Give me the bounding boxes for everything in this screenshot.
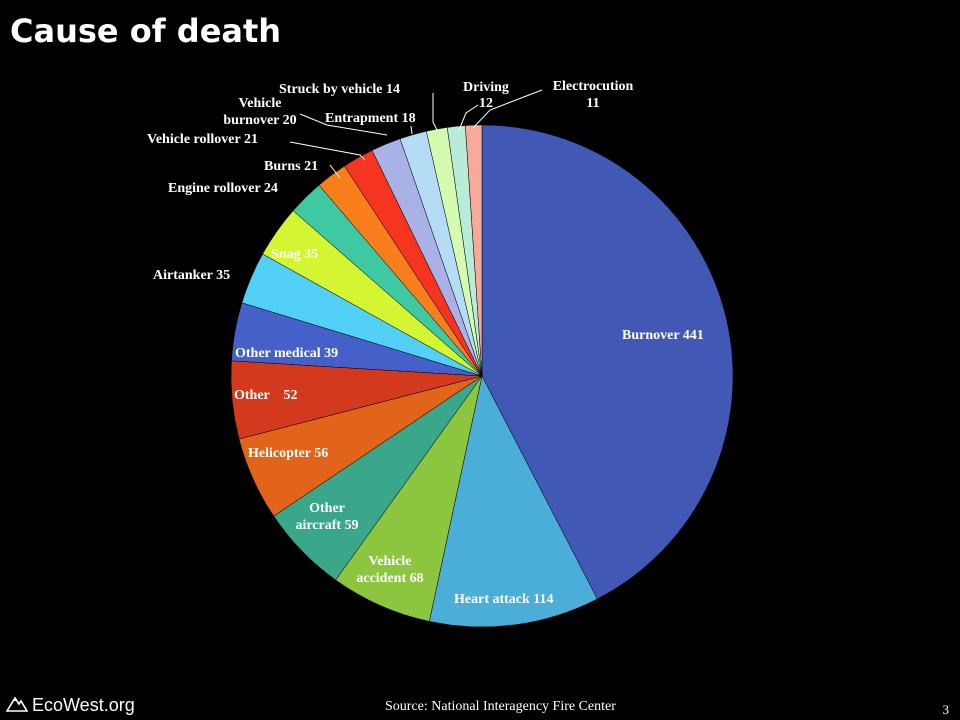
leader-line-vehicle-burnover xyxy=(299,113,388,136)
slice-label-snag: Snag 35 xyxy=(271,247,318,262)
leader-line-burns xyxy=(329,164,341,179)
slice-labels: Burnover 441 Heart attack 114 Vehicle acc… xyxy=(147,79,704,607)
slice-label-helicopter: Helicopter 56 xyxy=(248,446,328,461)
leader-line-entrapment xyxy=(410,125,413,135)
brand-name: EcoWest.org xyxy=(32,695,135,715)
page-title: Cause of death xyxy=(10,12,282,50)
leader-line-vehicle-rollover xyxy=(289,141,366,161)
slice-label-driving: Driving 12 xyxy=(463,80,509,111)
slice-label-burns: Burns 21 xyxy=(264,159,318,174)
mountain-logo-icon xyxy=(5,694,29,717)
brand-logo: EcoWest.org xyxy=(5,694,135,717)
slice-label-vehicle-rollover: Vehicle rollover 21 xyxy=(147,132,258,147)
slice-label-other: Other 52 xyxy=(234,388,298,403)
slice-label-vehicle-burnover: Vehicle burnover 20 xyxy=(223,96,296,128)
leader-line-driving xyxy=(458,104,479,131)
leader-lines xyxy=(289,89,543,179)
slice-label-airtanker: Airtanker 35 xyxy=(153,268,230,283)
slice-label-engine-rollover: Engine rollover 24 xyxy=(168,181,278,196)
leader-line-electrocution xyxy=(472,89,543,129)
slice-label-other-aircraft: Other aircraft 59 xyxy=(295,501,358,533)
source-note: Source: National Interagency Fire Center xyxy=(385,699,616,714)
slice-label-other-medical: Other medical 39 xyxy=(235,346,338,361)
pie-slice-electrocution xyxy=(465,124,483,377)
slice-label-burnover: Burnover 441 xyxy=(622,328,704,343)
slice-label-struck-by-vehicle: Struck by vehicle 14 xyxy=(279,82,400,97)
slice-label-vehicle-accident: Vehicle accident 68 xyxy=(356,554,423,586)
pie-slice-burnover xyxy=(481,124,734,600)
slice-label-heart-attack: Heart attack 114 xyxy=(454,592,554,607)
slice-label-entrapment: Entrapment 18 xyxy=(325,111,416,126)
slice-label-electrocution: Electrocution 11 xyxy=(553,79,634,111)
page-number: 3 xyxy=(942,702,950,717)
pie-slices xyxy=(230,124,734,628)
leader-line-struck xyxy=(432,93,438,131)
pie-slice-heart-attack xyxy=(429,375,598,628)
